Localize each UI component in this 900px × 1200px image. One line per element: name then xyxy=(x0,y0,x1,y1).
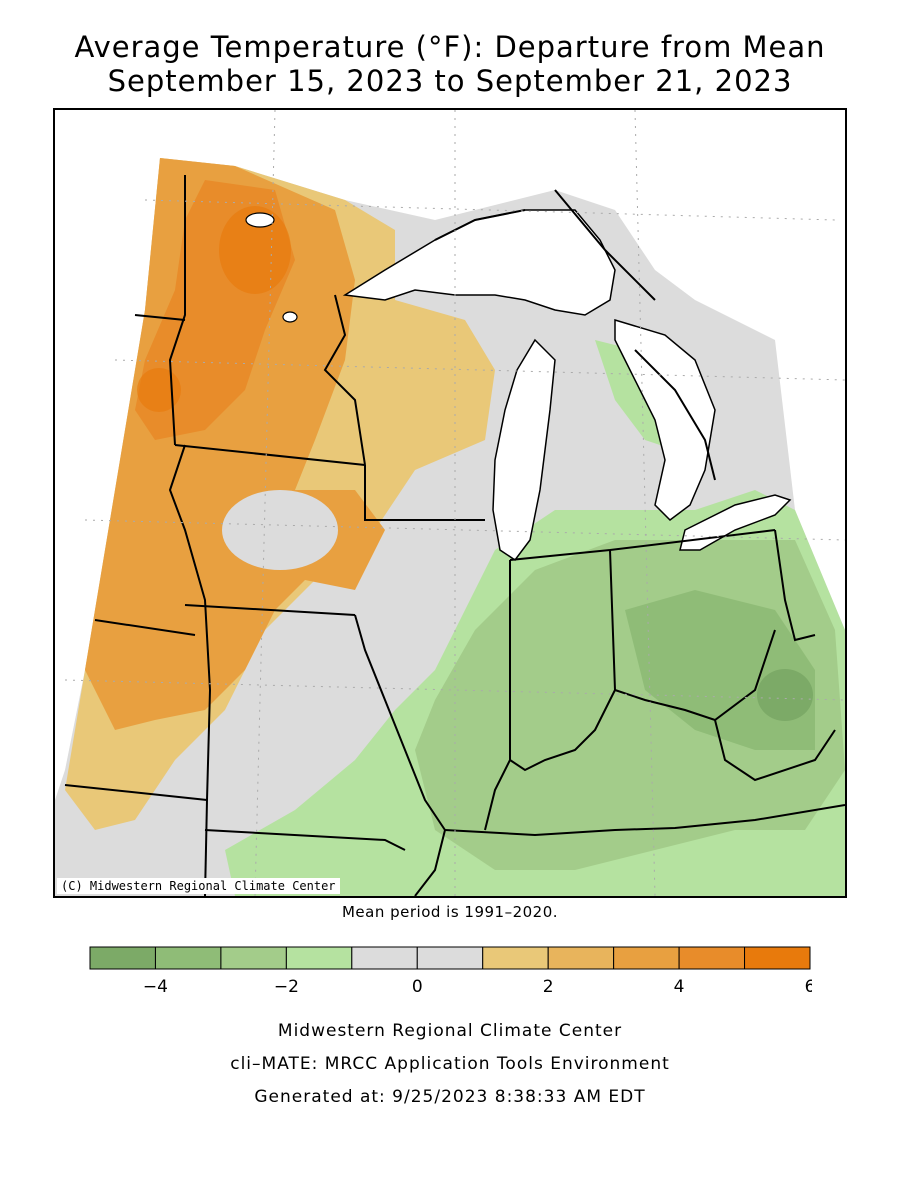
footer-org: Midwestern Regional Climate Center xyxy=(277,1021,623,1041)
lake-of-the-woods xyxy=(245,212,275,228)
lake-huron xyxy=(614,318,716,521)
footer-generated: Generated at: 9/25/2023 8:38:33 AM EDT xyxy=(254,1087,646,1107)
map-title-line1: Average Temperature (°F): Departure from… xyxy=(74,30,826,64)
legend-tick-label: 4 xyxy=(674,977,685,994)
warm-region-2 xyxy=(85,158,385,730)
state-borders xyxy=(64,175,845,896)
color-legend: −4 −2 0 2 4 6 xyxy=(89,946,812,994)
copyright-label: (C) Midwestern Regional Climate Center xyxy=(57,878,340,894)
legend-tick-label: 2 xyxy=(543,977,554,994)
strong-warm-core-west xyxy=(137,368,181,412)
legend-bin xyxy=(744,946,811,970)
mean-period-note: Mean period is 1991–2020. xyxy=(341,903,559,921)
map-title-line2: September 15, 2023 to September 21, 2023 xyxy=(107,64,793,98)
temperature-departure-map xyxy=(55,110,845,896)
legend-bin xyxy=(351,946,418,970)
legend-bin xyxy=(482,946,549,970)
legend-bin xyxy=(416,946,484,970)
red-lake xyxy=(282,311,298,323)
legend-bin xyxy=(547,946,615,970)
map-frame: (C) Midwestern Regional Climate Center xyxy=(53,108,847,898)
legend-tick-label: 6 xyxy=(805,977,812,994)
footer-tool: cli–MATE: MRCC Application Tools Environ… xyxy=(230,1054,670,1074)
legend-bin xyxy=(678,946,746,970)
graticule xyxy=(64,110,845,896)
strongest-cool-core xyxy=(757,669,813,721)
legend-tick-label: −4 xyxy=(143,977,168,994)
legend-tick-label: −2 xyxy=(274,977,299,994)
legend-tick-label: 0 xyxy=(412,977,423,994)
legend-bin xyxy=(154,946,222,970)
strong-warm-core-north xyxy=(219,206,291,294)
legend-bin xyxy=(613,946,680,970)
neutral-patch xyxy=(222,490,338,570)
lake-erie xyxy=(679,494,792,551)
legend-bin xyxy=(285,946,353,970)
legend-bin xyxy=(220,946,287,970)
legend-bin xyxy=(89,946,156,970)
